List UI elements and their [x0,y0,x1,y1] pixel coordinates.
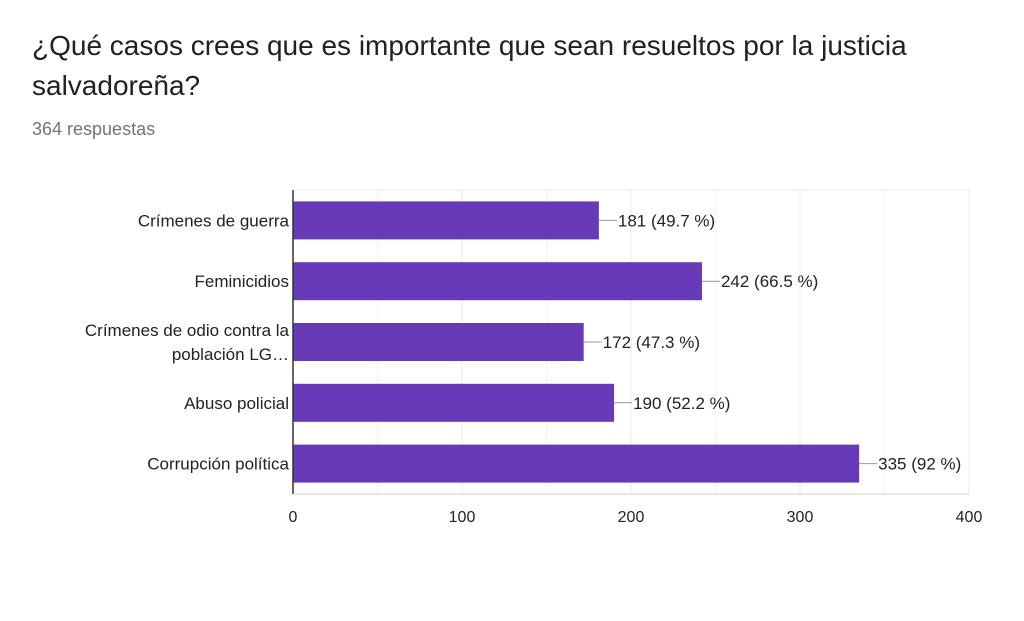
data-label: 335 (92 %) [878,455,961,474]
bar [293,201,599,240]
category-label: Corrupción política [147,455,289,474]
bars [293,201,860,483]
x-tick-label: 100 [449,509,476,526]
x-tick-label: 0 [289,509,298,526]
bar [293,323,584,361]
category-label: Crímenes de guerra [138,211,290,230]
data-label: 242 (66.5 %) [721,272,818,291]
data-label: 181 (49.7 %) [618,211,715,230]
data-label: 172 (47.3 %) [603,333,700,352]
bar [293,444,860,483]
bar [293,262,702,301]
category-label: Feminicidios [195,272,289,291]
category-label: población LG… [172,345,289,364]
labels: 0 100 200 300 400 181 (49.7 %) Crímenes de gue… [85,211,983,526]
axes [292,190,969,495]
response-count: 364 respuestas [32,119,156,139]
data-label: 190 (52.2 %) [633,394,730,413]
x-tick-label: 200 [618,509,645,526]
page-title: ¿Qué casos crees que es importante que s… [32,30,907,101]
x-tick-label: 400 [956,509,983,526]
category-label: Crímenes de odio contra la [85,321,290,340]
category-label: Abuso policial [184,394,289,413]
bar [293,383,615,422]
x-tick-label: 300 [787,509,814,526]
